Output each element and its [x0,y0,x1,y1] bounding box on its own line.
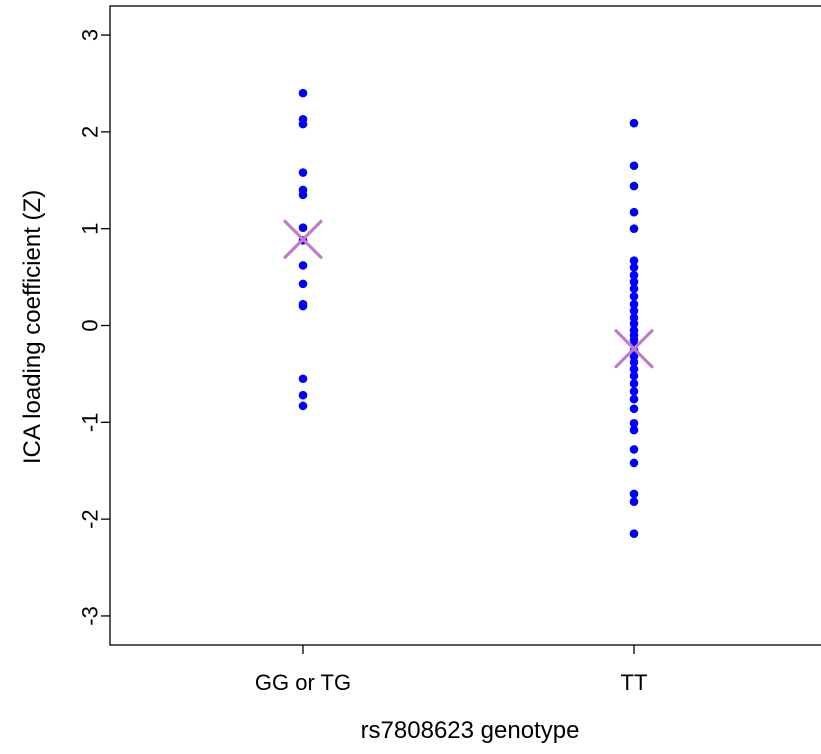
y-tick-label: 3 [78,29,103,41]
data-point [629,387,639,396]
plot-border [109,5,821,646]
data-point [629,207,639,217]
y-tick-label: 1 [78,223,103,235]
data-point [629,270,639,280]
data-point [629,299,639,309]
data-point [629,319,639,328]
data-point [629,445,639,454]
y-tick-label: 2 [78,126,103,138]
data-point [629,277,639,287]
mean-marker [283,219,323,259]
data-point [629,364,639,374]
data-point [629,357,639,367]
data-point [629,292,639,301]
y-tick-label: -2 [78,509,103,529]
data-point [629,224,639,233]
data-point [298,279,308,289]
y-tick-label: -1 [78,413,103,433]
data-points [298,88,639,538]
data-point [298,168,308,177]
data-point [298,88,308,98]
mean-markers [283,219,654,369]
data-point [629,379,639,388]
data-point [298,261,308,270]
data-point [629,118,639,128]
data-point [629,425,639,435]
data-point [629,306,639,316]
mean-marker-stroke [283,219,323,259]
data-point [298,390,308,400]
data-point [298,401,308,411]
mean-marker-stroke [614,329,654,369]
data-point [629,394,639,404]
x-axis-title: rs7808623 genotype [361,717,580,744]
plot-frame [109,5,821,646]
y-tick-label: 0 [78,319,103,331]
data-point [629,497,639,507]
data-point [298,301,308,311]
data-point [629,529,639,538]
x-axis: GG or TG TT [255,645,648,695]
data-point [629,371,639,381]
data-point [629,489,639,499]
data-point [298,119,308,129]
y-axis: -3 -2 -1 0 1 2 3 [78,29,110,626]
data-point [629,418,639,428]
data-point [629,458,639,468]
data-point [629,181,639,191]
y-axis-title: ICA loading coefficient (Z) [19,190,46,464]
data-point [298,223,308,233]
mean-marker [614,329,654,369]
x-tick-label: TT [621,670,648,695]
x-tick-label: GG or TG [255,670,351,695]
data-point [298,374,308,384]
data-point [629,256,639,265]
data-point [629,161,639,171]
data-point [298,190,308,200]
data-point [629,404,639,414]
data-point [629,263,639,272]
y-tick-label: -3 [78,606,103,626]
data-point [629,284,639,294]
